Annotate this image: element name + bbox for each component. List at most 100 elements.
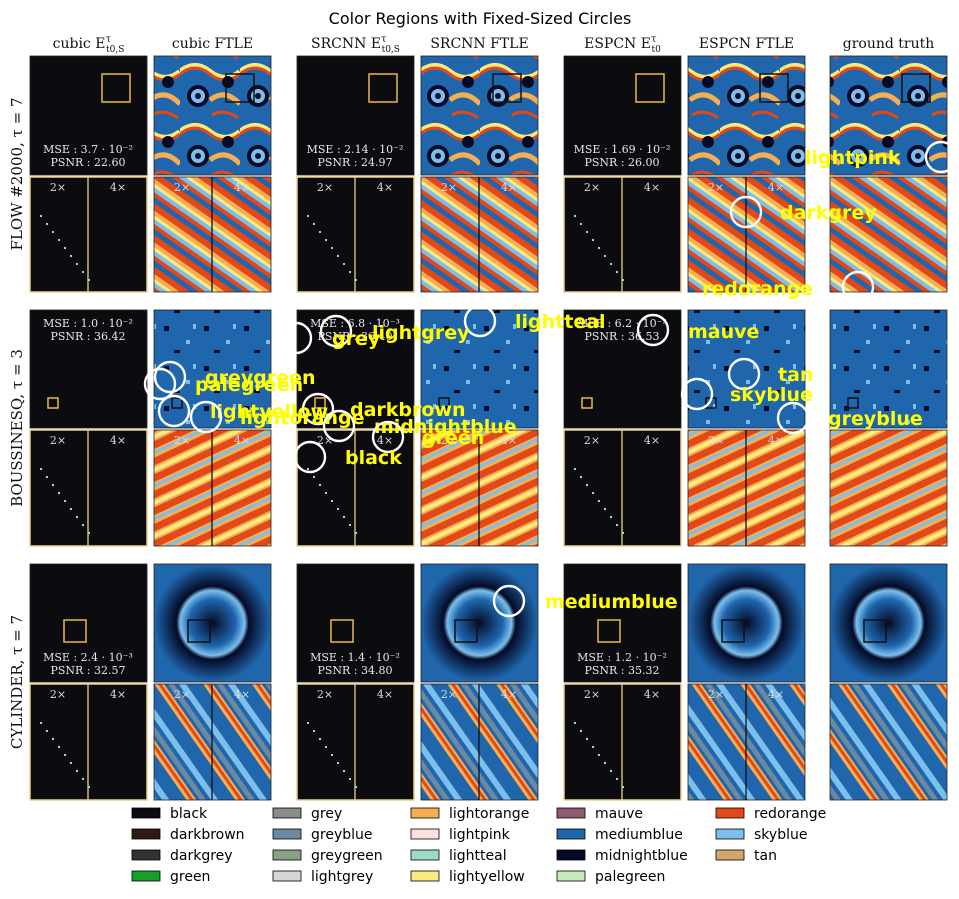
metric-mse: MSE : 6.2 · 10⁻³ <box>577 317 667 330</box>
annotation-circle <box>279 321 313 355</box>
error-speck <box>598 247 600 249</box>
error-speck <box>40 215 42 217</box>
zoom-window <box>438 397 450 409</box>
legend-label: midnightblue <box>595 848 688 864</box>
legend-label: lightpink <box>449 827 511 843</box>
annotation-circle <box>189 400 223 434</box>
error-speck <box>82 271 84 273</box>
panel-top <box>420 55 539 176</box>
annotation-label: lightgrey <box>372 322 470 344</box>
error-speck <box>76 516 78 518</box>
color-annotations: lightpink darkgrey redorange lightteal light… <box>143 140 958 618</box>
metric-psnr: PSNR : 36.42 <box>50 330 125 343</box>
zoom-window <box>314 397 326 409</box>
error-speck <box>349 524 351 526</box>
figure-title: Color Regions with Fixed-Sized Circles <box>329 9 632 28</box>
legend-swatch <box>272 849 302 861</box>
annotation-circle <box>776 401 810 435</box>
annotation-label: green <box>422 427 484 449</box>
zoom-window <box>454 619 478 643</box>
legend-swatch <box>556 828 586 840</box>
row-label: BOUSSINESQ, τ = 3 <box>8 349 26 507</box>
annotation-label: greygreen <box>205 367 316 389</box>
legend-swatch <box>410 849 440 861</box>
legend-entry: black <box>131 806 208 822</box>
error-speck <box>82 778 84 780</box>
zoom-label: 2× <box>441 688 457 701</box>
panel: 2× 4× <box>153 563 272 801</box>
zoom-label: 2× <box>50 181 66 194</box>
metric-psnr: PSNR : 32.57 <box>50 664 125 677</box>
annotation-circle <box>729 195 763 229</box>
zoom-window <box>721 619 745 643</box>
error-speck <box>598 500 600 502</box>
annotation-label: mediumblue <box>545 591 678 613</box>
annotation-circle <box>322 409 356 443</box>
metric-psnr: PSNR : 26.00 <box>584 156 659 169</box>
annotation-circle <box>463 304 497 338</box>
metric-mse: MSE : 1.0 · 10⁻² <box>43 317 133 330</box>
zoom-label: 4× <box>234 181 250 194</box>
legend-entry: greyblue <box>272 827 373 843</box>
metric-psnr: PSNR : 35.32 <box>584 664 659 677</box>
panel-top <box>153 563 272 683</box>
legend-swatch <box>131 807 161 819</box>
legend-entry: tan <box>715 848 777 864</box>
zoom-label: 4× <box>768 434 784 447</box>
legend-swatch <box>272 828 302 840</box>
legend-entry: palegreen <box>556 869 665 885</box>
panel-zoom <box>829 176 948 293</box>
annotation-circle <box>727 357 761 391</box>
error-speck <box>616 778 618 780</box>
legend-entry: redorange <box>715 806 826 822</box>
error-speck <box>58 746 60 748</box>
error-speck <box>52 231 54 233</box>
annotation-circle <box>680 377 714 411</box>
error-speck <box>325 746 327 748</box>
row-labels: FLOW #2000, τ = 7 BOUSSINESQ, τ = 3 CYLIND… <box>8 97 26 749</box>
zoom-window <box>759 73 789 103</box>
annotation-circle <box>924 140 958 174</box>
error-speck <box>325 239 327 241</box>
legend-swatch <box>715 849 745 861</box>
metric-mse: MSE : 6.8 · 10⁻³ <box>310 317 400 330</box>
legend-entry: grey <box>272 806 342 822</box>
annotation-circle <box>319 314 353 348</box>
zoom-label: 2× <box>174 688 190 701</box>
zoom-label: 4× <box>501 181 517 194</box>
error-speck <box>337 762 339 764</box>
error-speck <box>319 231 321 233</box>
legend-entry: lightgrey <box>272 869 373 885</box>
legend-label: skyblue <box>754 827 807 843</box>
legend-label: lightteal <box>449 848 507 864</box>
zoom-label: 2× <box>708 181 724 194</box>
legend-swatch <box>131 849 161 861</box>
error-speck <box>592 492 594 494</box>
legend-label: mauve <box>595 806 643 822</box>
zoom-window <box>63 619 87 643</box>
error-speck <box>343 770 345 772</box>
metric-psnr: PSNR : 22.60 <box>50 156 125 169</box>
panel: 2× 4× <box>687 309 806 547</box>
panel-zoom <box>829 429 948 547</box>
metric-mse: MSE : 2.14 · 10⁻² <box>307 143 404 156</box>
metric-psnr: PSNR : 36.40 <box>317 330 392 343</box>
zoom-label: 4× <box>644 688 660 701</box>
zoom-label: 2× <box>174 181 190 194</box>
zoom-window <box>225 73 255 103</box>
legend-swatch <box>131 870 161 882</box>
error-speck <box>337 255 339 257</box>
error-speck <box>319 484 321 486</box>
error-speck <box>592 239 594 241</box>
legend-swatch <box>715 807 745 819</box>
error-speck <box>40 722 42 724</box>
column-header: cubic FTLE <box>172 36 253 52</box>
zoom-label: 4× <box>377 688 393 701</box>
error-speck <box>574 722 576 724</box>
legend-label: tan <box>754 848 777 864</box>
error-speck <box>574 215 576 217</box>
annotation-circle <box>841 270 875 304</box>
zoom-label: 4× <box>110 434 126 447</box>
